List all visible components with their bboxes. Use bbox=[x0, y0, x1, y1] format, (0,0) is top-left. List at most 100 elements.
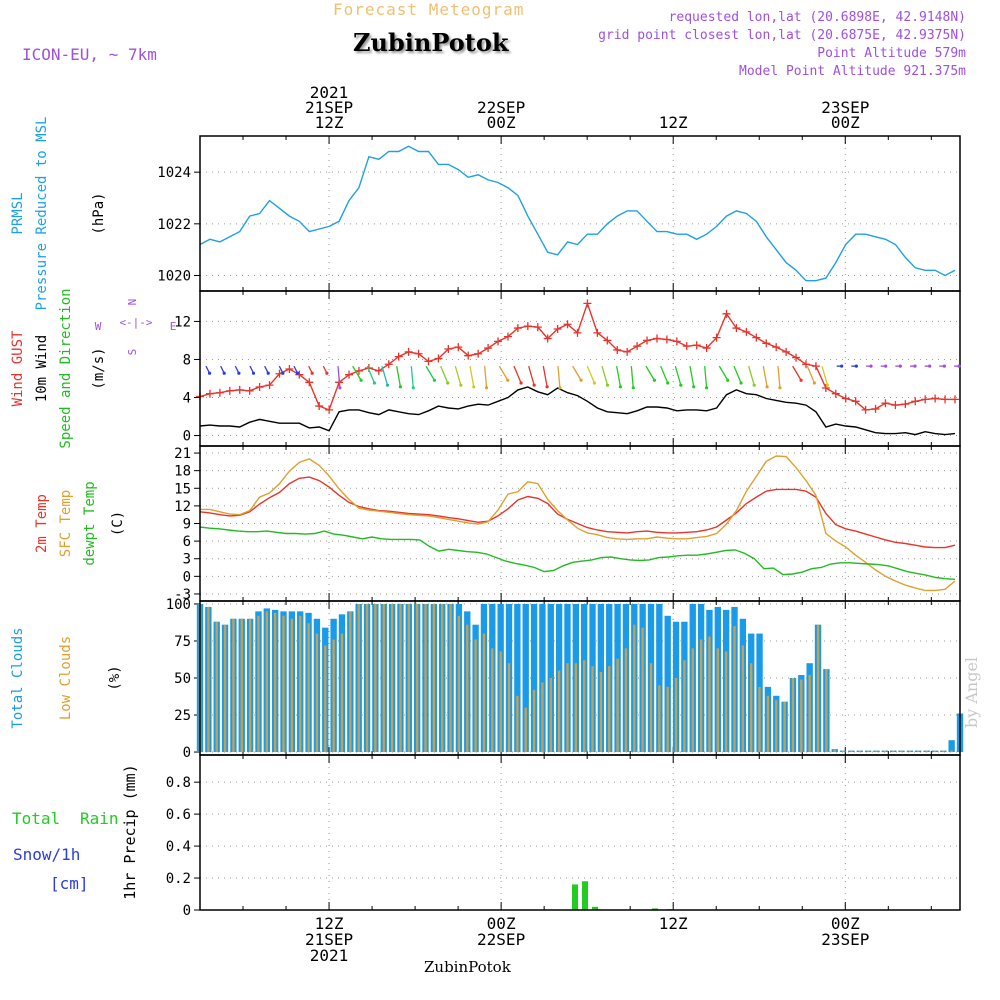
snow-unit-label: [cm] bbox=[50, 874, 89, 893]
gust-marker bbox=[682, 342, 691, 351]
wind-arrow bbox=[689, 366, 695, 387]
y-tick-label: 25 bbox=[174, 708, 191, 724]
low-cloud-bar bbox=[783, 701, 786, 753]
low-cloud-bar bbox=[816, 624, 820, 753]
gust-marker bbox=[811, 362, 820, 371]
low-cloud-bar bbox=[574, 663, 577, 753]
gust-marker bbox=[941, 395, 950, 404]
wind-arrow-head bbox=[359, 378, 363, 382]
gust-marker bbox=[414, 349, 423, 358]
y-axis-label: Total Clouds bbox=[10, 627, 26, 728]
y-tick-label: 0.2 bbox=[166, 871, 191, 887]
y-tick-label: 1020 bbox=[157, 269, 191, 285]
gust-marker bbox=[444, 345, 453, 354]
gust-marker bbox=[354, 366, 363, 375]
time-label: 2021 bbox=[310, 946, 349, 965]
gust-marker bbox=[285, 364, 294, 373]
wind-arrow bbox=[484, 366, 488, 388]
gust-marker bbox=[722, 309, 731, 318]
wind-arrow-head bbox=[765, 385, 769, 389]
gust-marker bbox=[613, 345, 622, 354]
low-cloud-bar bbox=[207, 606, 210, 753]
point-altitude: Point Altitude 579m bbox=[817, 46, 966, 61]
wind-arrow bbox=[616, 366, 622, 387]
wind-arrow bbox=[630, 366, 634, 388]
wind-arrow-head bbox=[295, 371, 300, 375]
time-label: 21SEP bbox=[305, 98, 353, 117]
low-cloud-bar bbox=[741, 645, 745, 753]
wind-arrow bbox=[674, 365, 682, 386]
low-cloud-bar bbox=[340, 633, 344, 753]
low-cloud-bar bbox=[633, 624, 636, 753]
gust-marker bbox=[424, 357, 433, 366]
rain-label: Total bbox=[12, 809, 60, 828]
wind-arrow-head bbox=[372, 381, 377, 385]
low-cloud-bar bbox=[265, 611, 268, 753]
wind-arrow-head bbox=[519, 381, 523, 385]
low-cloud-bar bbox=[750, 663, 753, 753]
gust-marker bbox=[672, 337, 681, 346]
low-cloud-bar bbox=[808, 675, 811, 753]
rain-bar bbox=[572, 884, 578, 910]
wind-arrow bbox=[352, 365, 362, 381]
wind-arrow-head bbox=[884, 364, 888, 368]
wind-arrow bbox=[366, 365, 376, 384]
gust-marker bbox=[434, 354, 443, 363]
gust-marker bbox=[712, 333, 721, 342]
wind-arrow-head bbox=[446, 381, 450, 385]
wind-arrow bbox=[601, 365, 609, 386]
wind-arrow bbox=[440, 365, 449, 384]
y-tick-label: 1024 bbox=[157, 165, 191, 181]
gust-marker bbox=[831, 389, 840, 398]
wind-arrow bbox=[821, 365, 829, 386]
wind-arrow bbox=[410, 366, 414, 388]
y-tick-label: 100 bbox=[166, 597, 191, 613]
gust-marker bbox=[792, 353, 801, 362]
low-cloud-bar bbox=[407, 603, 410, 753]
panel-frame bbox=[199, 135, 961, 292]
wind-arrow-head bbox=[532, 383, 536, 387]
low-cloud-bar bbox=[608, 666, 611, 753]
wind-arrow bbox=[557, 366, 561, 388]
gust-marker bbox=[404, 347, 413, 356]
y-tick-label: 0 bbox=[183, 429, 191, 445]
panel-frame bbox=[199, 290, 961, 447]
gust-marker bbox=[215, 388, 224, 397]
wind-arrow-head bbox=[666, 381, 670, 385]
low-cloud-bar bbox=[532, 689, 536, 753]
gust-marker bbox=[911, 397, 920, 406]
low-cloud-bar bbox=[775, 700, 778, 753]
y-tick-label: 0.4 bbox=[166, 839, 191, 855]
series-line bbox=[199, 386, 956, 436]
meteogram-title: Forecast Meteogram bbox=[333, 0, 525, 19]
time-label: 23SEP bbox=[821, 930, 869, 949]
total-cloud-bar bbox=[664, 615, 671, 753]
y-tick-label: 0.6 bbox=[166, 807, 191, 823]
wind-arrow-head bbox=[266, 371, 270, 375]
wind-arrow-head bbox=[459, 383, 463, 387]
wind-arrow-head bbox=[506, 378, 510, 382]
wind-arrow-head bbox=[840, 364, 844, 368]
gust-marker bbox=[841, 394, 850, 403]
gust-marker bbox=[494, 337, 503, 346]
compass-n: N bbox=[126, 299, 139, 306]
low-cloud-bar bbox=[557, 670, 561, 753]
gust-marker bbox=[503, 332, 512, 341]
gust-marker bbox=[305, 378, 314, 387]
gust-marker bbox=[623, 347, 632, 356]
low-cloud-bar bbox=[858, 750, 861, 753]
low-cloud-bar bbox=[499, 651, 502, 753]
wind-arrow bbox=[454, 365, 462, 386]
low-cloud-bar bbox=[374, 603, 377, 753]
low-cloud-bar bbox=[683, 660, 686, 753]
y-axis-label: (hPa) bbox=[91, 192, 107, 234]
series-line bbox=[199, 476, 956, 549]
wind-arrow-head bbox=[325, 371, 329, 375]
low-cloud-bar bbox=[457, 615, 461, 753]
low-cloud-bar bbox=[766, 695, 770, 753]
time-label: 12Z bbox=[659, 914, 688, 933]
y-tick-label: 0 bbox=[183, 569, 191, 585]
wind-arrow-head bbox=[618, 385, 623, 389]
y-axis-label: (m/s) bbox=[91, 347, 107, 389]
y-axis-label: Speed and Direction bbox=[58, 288, 74, 448]
